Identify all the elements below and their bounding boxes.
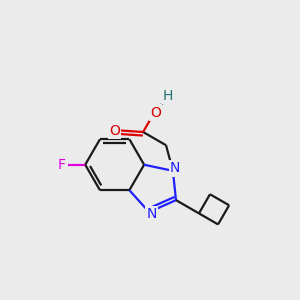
Text: O: O (150, 106, 161, 120)
Text: H: H (162, 89, 173, 103)
Text: N: N (170, 161, 181, 176)
Text: N: N (146, 208, 157, 221)
Text: F: F (58, 158, 66, 172)
Text: O: O (109, 124, 120, 137)
